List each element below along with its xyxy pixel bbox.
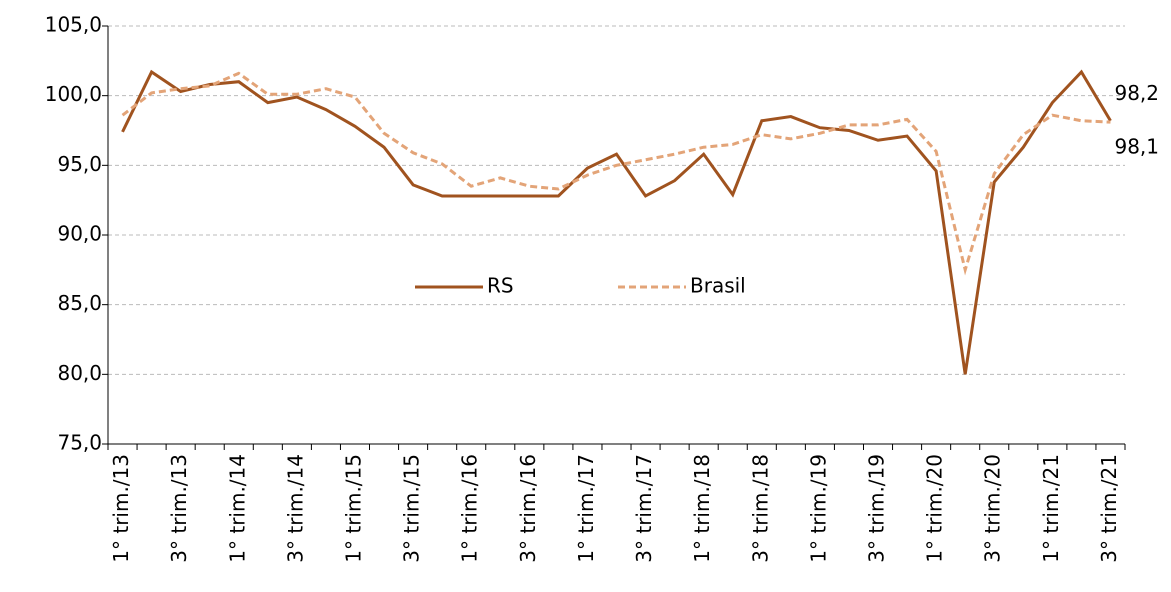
x-tick-label: 3° trim./14 [283, 454, 307, 563]
x-tick-label: 1° trim./13 [109, 454, 133, 563]
legend-label: RS [487, 274, 514, 298]
value-label: 98,1 [1114, 135, 1159, 159]
series-line [121, 71, 1111, 276]
x-tick-label: 3° trim./20 [981, 454, 1005, 563]
y-tick-label: 85,0 [57, 291, 102, 315]
y-tick-label: 105,0 [45, 13, 102, 37]
x-tick-label: 1° trim./15 [341, 454, 365, 563]
x-tick-label: 3° trim./17 [632, 454, 656, 563]
x-tick-label: 3° trim./18 [748, 454, 772, 563]
x-tick-label: 1° trim./19 [806, 454, 830, 563]
legend-label: Brasil [690, 274, 746, 298]
x-tick-label: 1° trim./18 [690, 454, 714, 563]
x-tick-label: 1° trim./17 [574, 454, 598, 563]
x-tick-label: 3° trim./19 [865, 454, 889, 563]
x-tick-label: 1° trim./20 [923, 454, 947, 563]
x-tick-label: 1° trim./14 [225, 454, 249, 563]
x-tick-label: 3° trim./15 [400, 454, 424, 563]
y-tick-label: 80,0 [57, 361, 102, 385]
series-line [121, 69, 1112, 375]
y-tick-label: 90,0 [57, 222, 102, 246]
x-tick-label: 3° trim./13 [167, 454, 191, 563]
y-tick-label: 95,0 [57, 152, 102, 176]
x-tick-label: 3° trim./21 [1097, 454, 1121, 563]
value-label: 98,2 [1114, 81, 1159, 105]
x-tick-label: 3° trim./16 [516, 454, 540, 563]
x-tick-label: 1° trim./16 [458, 454, 482, 563]
y-tick-label: 75,0 [57, 431, 102, 455]
y-tick-label: 100,0 [45, 82, 102, 106]
x-tick-label: 1° trim./21 [1039, 454, 1063, 563]
